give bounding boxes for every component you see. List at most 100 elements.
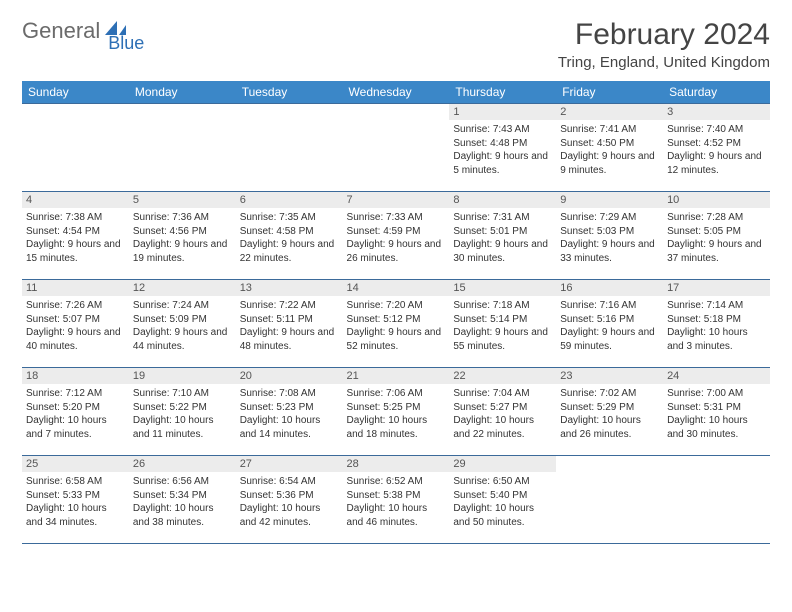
calendar-cell: 18 Sunrise: 7:12 AMSunset: 5:20 PMDayligh… xyxy=(22,368,129,456)
brand-part1: General xyxy=(22,18,100,44)
day-number: 1 xyxy=(449,104,556,120)
day-info: Sunrise: 6:54 AMSunset: 5:36 PMDaylight:… xyxy=(240,475,339,529)
calendar-cell: 8 Sunrise: 7:31 AMSunset: 5:01 PMDaylight… xyxy=(449,192,556,280)
calendar-cell: 7Sunrise: 7:33 AMSunset: 4:59 PMDaylight… xyxy=(343,192,450,280)
calendar-cell xyxy=(236,104,343,192)
calendar-cell: 13Sunrise: 7:22 AMSunset: 5:11 PMDayligh… xyxy=(236,280,343,368)
calendar-cell xyxy=(129,104,236,192)
day-number: 9 xyxy=(556,192,663,208)
calendar-cell xyxy=(663,456,770,544)
calendar-cell xyxy=(343,104,450,192)
day-info: Sunrise: 7:18 AMSunset: 5:14 PMDaylight:… xyxy=(453,299,552,353)
day-number: 28 xyxy=(343,456,450,472)
day-number: 26 xyxy=(129,456,236,472)
day-info: Sunrise: 7:43 AMSunset: 4:48 PMDaylight:… xyxy=(453,123,552,177)
brand-logo: General Blue xyxy=(22,18,168,44)
calendar-cell: 10Sunrise: 7:28 AMSunset: 5:05 PMDayligh… xyxy=(663,192,770,280)
calendar-cell: 12 Sunrise: 7:24 AMSunset: 5:09 PMDayligh… xyxy=(129,280,236,368)
day-number: 17 xyxy=(663,280,770,296)
weekday-header: Tuesday xyxy=(236,81,343,104)
day-info: Sunrise: 7:04 AMSunset: 5:27 PMDaylight:… xyxy=(453,387,552,441)
calendar-cell: 20 Sunrise: 7:08 AMSunset: 5:23 PMDayligh… xyxy=(236,368,343,456)
weekday-header-row: SundayMondayTuesdayWednesdayThursdayFrid… xyxy=(22,81,770,104)
calendar-table: SundayMondayTuesdayWednesdayThursdayFrid… xyxy=(22,81,770,544)
day-number: 18 xyxy=(22,368,129,384)
weekday-header: Saturday xyxy=(663,81,770,104)
day-number: 20 xyxy=(236,368,343,384)
day-info: Sunrise: 7:41 AMSunset: 4:50 PMDaylight:… xyxy=(560,123,659,177)
calendar-cell: 29 Sunrise: 6:50 AMSunset: 5:40 PMDayligh… xyxy=(449,456,556,544)
calendar-cell: 9 Sunrise: 7:29 AMSunset: 5:03 PMDaylight… xyxy=(556,192,663,280)
calendar-row: 1 Sunrise: 7:43 AMSunset: 4:48 PMDaylight… xyxy=(22,104,770,192)
calendar-row: 4 Sunrise: 7:38 AMSunset: 4:54 PMDaylight… xyxy=(22,192,770,280)
day-info: Sunrise: 6:58 AMSunset: 5:33 PMDaylight:… xyxy=(26,475,125,529)
day-number: 22 xyxy=(449,368,556,384)
day-number: 4 xyxy=(22,192,129,208)
day-info: Sunrise: 7:24 AMSunset: 5:09 PMDaylight:… xyxy=(133,299,232,353)
day-info: Sunrise: 7:14 AMSunset: 5:18 PMDaylight:… xyxy=(667,299,766,353)
calendar-row: 25Sunrise: 6:58 AMSunset: 5:33 PMDayligh… xyxy=(22,456,770,544)
calendar-cell: 17 Sunrise: 7:14 AMSunset: 5:18 PMDayligh… xyxy=(663,280,770,368)
calendar-cell: 3 Sunrise: 7:40 AMSunset: 4:52 PMDaylight… xyxy=(663,104,770,192)
day-info: Sunrise: 7:20 AMSunset: 5:12 PMDaylight:… xyxy=(347,299,446,353)
day-info: Sunrise: 6:50 AMSunset: 5:40 PMDaylight:… xyxy=(453,475,552,529)
title-block: February 2024 Tring, England, United Kin… xyxy=(558,18,770,71)
calendar-cell: 5 Sunrise: 7:36 AMSunset: 4:56 PMDaylight… xyxy=(129,192,236,280)
day-info: Sunrise: 7:35 AMSunset: 4:58 PMDaylight:… xyxy=(240,211,339,265)
weekday-header: Thursday xyxy=(449,81,556,104)
day-number: 8 xyxy=(449,192,556,208)
calendar-cell: 28Sunrise: 6:52 AMSunset: 5:38 PMDayligh… xyxy=(343,456,450,544)
day-number: 2 xyxy=(556,104,663,120)
calendar-cell: 26 Sunrise: 6:56 AMSunset: 5:34 PMDayligh… xyxy=(129,456,236,544)
calendar-row: 18 Sunrise: 7:12 AMSunset: 5:20 PMDayligh… xyxy=(22,368,770,456)
day-number: 16 xyxy=(556,280,663,296)
day-info: Sunrise: 7:16 AMSunset: 5:16 PMDaylight:… xyxy=(560,299,659,353)
location-label: Tring, England, United Kingdom xyxy=(558,54,770,71)
calendar-cell: 25Sunrise: 6:58 AMSunset: 5:33 PMDayligh… xyxy=(22,456,129,544)
day-number: 12 xyxy=(129,280,236,296)
day-number: 27 xyxy=(236,456,343,472)
calendar-cell: 4 Sunrise: 7:38 AMSunset: 4:54 PMDaylight… xyxy=(22,192,129,280)
day-number: 13 xyxy=(236,280,343,296)
weekday-header: Wednesday xyxy=(343,81,450,104)
day-info: Sunrise: 7:02 AMSunset: 5:29 PMDaylight:… xyxy=(560,387,659,441)
weekday-header: Monday xyxy=(129,81,236,104)
brand-part2: Blue xyxy=(108,33,144,54)
day-info: Sunrise: 7:40 AMSunset: 4:52 PMDaylight:… xyxy=(667,123,766,177)
day-number: 19 xyxy=(129,368,236,384)
day-number: 21 xyxy=(343,368,450,384)
day-info: Sunrise: 7:12 AMSunset: 5:20 PMDaylight:… xyxy=(26,387,125,441)
calendar-cell: 1 Sunrise: 7:43 AMSunset: 4:48 PMDaylight… xyxy=(449,104,556,192)
day-info: Sunrise: 7:10 AMSunset: 5:22 PMDaylight:… xyxy=(133,387,232,441)
day-info: Sunrise: 7:36 AMSunset: 4:56 PMDaylight:… xyxy=(133,211,232,265)
day-info: Sunrise: 7:31 AMSunset: 5:01 PMDaylight:… xyxy=(453,211,552,265)
calendar-cell: 22 Sunrise: 7:04 AMSunset: 5:27 PMDayligh… xyxy=(449,368,556,456)
day-number: 3 xyxy=(663,104,770,120)
calendar-cell: 6 Sunrise: 7:35 AMSunset: 4:58 PMDaylight… xyxy=(236,192,343,280)
calendar-cell: 21 Sunrise: 7:06 AMSunset: 5:25 PMDayligh… xyxy=(343,368,450,456)
day-info: Sunrise: 7:06 AMSunset: 5:25 PMDaylight:… xyxy=(347,387,446,441)
weekday-header: Friday xyxy=(556,81,663,104)
calendar-cell: 23 Sunrise: 7:02 AMSunset: 5:29 PMDayligh… xyxy=(556,368,663,456)
calendar-cell xyxy=(22,104,129,192)
day-number: 14 xyxy=(343,280,450,296)
calendar-cell: 16 Sunrise: 7:16 AMSunset: 5:16 PMDayligh… xyxy=(556,280,663,368)
month-title: February 2024 xyxy=(558,18,770,52)
calendar-cell: 19 Sunrise: 7:10 AMSunset: 5:22 PMDayligh… xyxy=(129,368,236,456)
day-info: Sunrise: 7:28 AMSunset: 5:05 PMDaylight:… xyxy=(667,211,766,265)
day-info: Sunrise: 7:29 AMSunset: 5:03 PMDaylight:… xyxy=(560,211,659,265)
calendar-row: 11Sunrise: 7:26 AMSunset: 5:07 PMDayligh… xyxy=(22,280,770,368)
calendar-body: 1 Sunrise: 7:43 AMSunset: 4:48 PMDaylight… xyxy=(22,104,770,544)
day-info: Sunrise: 7:38 AMSunset: 4:54 PMDaylight:… xyxy=(26,211,125,265)
weekday-header: Sunday xyxy=(22,81,129,104)
day-number: 6 xyxy=(236,192,343,208)
day-number: 23 xyxy=(556,368,663,384)
day-number: 29 xyxy=(449,456,556,472)
calendar-cell: 27 Sunrise: 6:54 AMSunset: 5:36 PMDayligh… xyxy=(236,456,343,544)
day-number: 5 xyxy=(129,192,236,208)
day-number: 24 xyxy=(663,368,770,384)
day-info: Sunrise: 6:56 AMSunset: 5:34 PMDaylight:… xyxy=(133,475,232,529)
calendar-cell: 24Sunrise: 7:00 AMSunset: 5:31 PMDayligh… xyxy=(663,368,770,456)
day-info: Sunrise: 7:08 AMSunset: 5:23 PMDaylight:… xyxy=(240,387,339,441)
day-number: 15 xyxy=(449,280,556,296)
